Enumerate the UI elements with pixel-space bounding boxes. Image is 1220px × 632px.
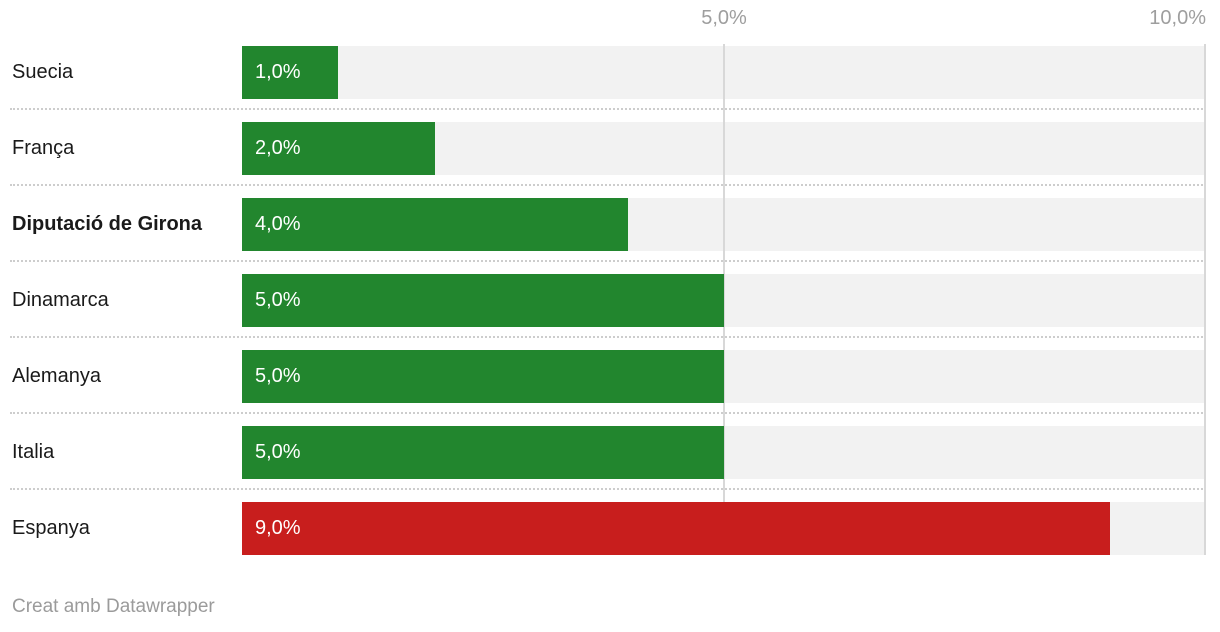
category-label: Diputació de Girona bbox=[12, 213, 203, 235]
chart-row: Italia 5,0% bbox=[0, 426, 1220, 490]
bar: 5,0% bbox=[242, 350, 724, 403]
bar-value-label: 4,0% bbox=[255, 213, 301, 235]
bar-track: 9,0% bbox=[242, 502, 1206, 555]
category-label: França bbox=[12, 137, 75, 159]
bar-value-label: 1,0% bbox=[255, 61, 301, 83]
chart-row: Alemanya 5,0% bbox=[0, 350, 1220, 414]
category-label: Espanya bbox=[12, 517, 90, 539]
bar-value-label: 5,0% bbox=[255, 289, 301, 311]
chart-row: Dinamarca 5,0% bbox=[0, 274, 1220, 338]
x-axis: 5,0% 10,0% bbox=[0, 0, 1220, 44]
bar: 5,0% bbox=[242, 426, 724, 479]
bar-value-label: 9,0% bbox=[255, 517, 301, 539]
bar: 9,0% bbox=[242, 502, 1110, 555]
bar: 1,0% bbox=[242, 46, 339, 99]
gridline-5pct bbox=[723, 44, 725, 555]
bar-value-label: 2,0% bbox=[255, 137, 301, 159]
category-label: Suecia bbox=[12, 61, 74, 83]
chart-row: Diputació de Girona 4,0% bbox=[0, 198, 1220, 262]
chart-row: Suecia 1,0% bbox=[0, 46, 1220, 110]
chart-row: Espanya 9,0% bbox=[0, 502, 1220, 555]
x-axis-tick-5pct: 5,0% bbox=[701, 7, 747, 29]
category-label: Dinamarca bbox=[12, 289, 109, 311]
x-axis-tick-10pct: 10,0% bbox=[1149, 7, 1206, 29]
bar-chart-rows: Suecia 1,0% França 2,0% Diputació de Girona 4… bbox=[0, 44, 1220, 555]
bar: 2,0% bbox=[242, 122, 435, 175]
bar: 4,0% bbox=[242, 198, 628, 251]
chart-row: França 2,0% bbox=[0, 122, 1220, 186]
category-label: Italia bbox=[12, 441, 55, 463]
bar-value-label: 5,0% bbox=[255, 441, 301, 463]
category-label: Alemanya bbox=[12, 365, 101, 387]
gridline-10pct bbox=[1204, 44, 1206, 555]
bar: 5,0% bbox=[242, 274, 724, 327]
bar-value-label: 5,0% bbox=[255, 365, 301, 387]
datawrapper-attribution-link[interactable]: Creat amb Datawrapper bbox=[12, 596, 215, 617]
